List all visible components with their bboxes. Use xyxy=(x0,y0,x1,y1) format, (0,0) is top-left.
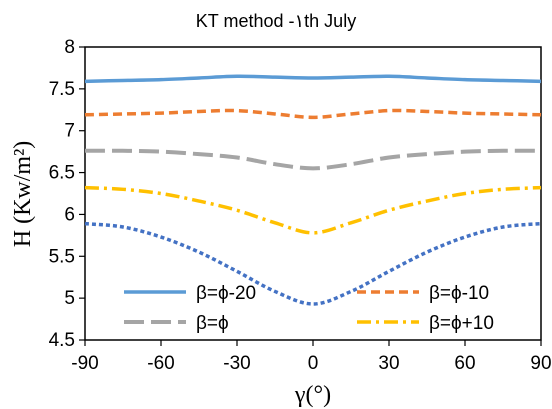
x-axis-label: γ(°) xyxy=(294,382,331,408)
chart-title: KT method -١th July xyxy=(196,11,356,31)
y-tick-label: 8 xyxy=(64,37,75,58)
y-tick-label: 7.5 xyxy=(49,79,75,100)
y-tick-label: 6.5 xyxy=(49,163,75,184)
x-tick-label: -90 xyxy=(71,353,98,374)
legend-label: β=ϕ+10 xyxy=(429,313,494,334)
x-tick-label: 60 xyxy=(454,353,475,374)
y-tick-label: 4.5 xyxy=(49,330,75,351)
legend-label: β=ϕ-20 xyxy=(196,283,256,304)
y-tick-label: 5.5 xyxy=(49,246,75,267)
series-lines xyxy=(84,74,542,306)
legend: β=ϕ-20 β=ϕ-10 β=ϕ β=ϕ+10 xyxy=(124,283,494,334)
x-tick-label: -30 xyxy=(223,353,250,374)
series-line-3 xyxy=(84,148,542,171)
x-axis-ticks: -90 -60 -30 0 30 60 90 xyxy=(71,340,552,374)
series-line-1 xyxy=(84,74,542,84)
series-line-2 xyxy=(84,108,542,120)
y-tick-label: 5 xyxy=(64,288,75,309)
series-line-4 xyxy=(84,185,542,235)
y-axis-ticks: 4.5 5 5.5 6 6.5 7 7.5 8 xyxy=(49,37,85,351)
x-tick-label: 0 xyxy=(308,353,319,374)
series-line-5 xyxy=(84,221,542,306)
legend-label: β=ϕ xyxy=(196,313,229,334)
y-tick-label: 6 xyxy=(64,204,75,225)
legend-label: β=ϕ-10 xyxy=(429,283,489,304)
y-tick-label: 7 xyxy=(64,121,75,142)
x-tick-label: 30 xyxy=(378,353,399,374)
x-tick-label: -60 xyxy=(147,353,174,374)
x-tick-label: 90 xyxy=(530,353,551,374)
y-axis-label: H (Kw/m²) xyxy=(10,141,36,248)
